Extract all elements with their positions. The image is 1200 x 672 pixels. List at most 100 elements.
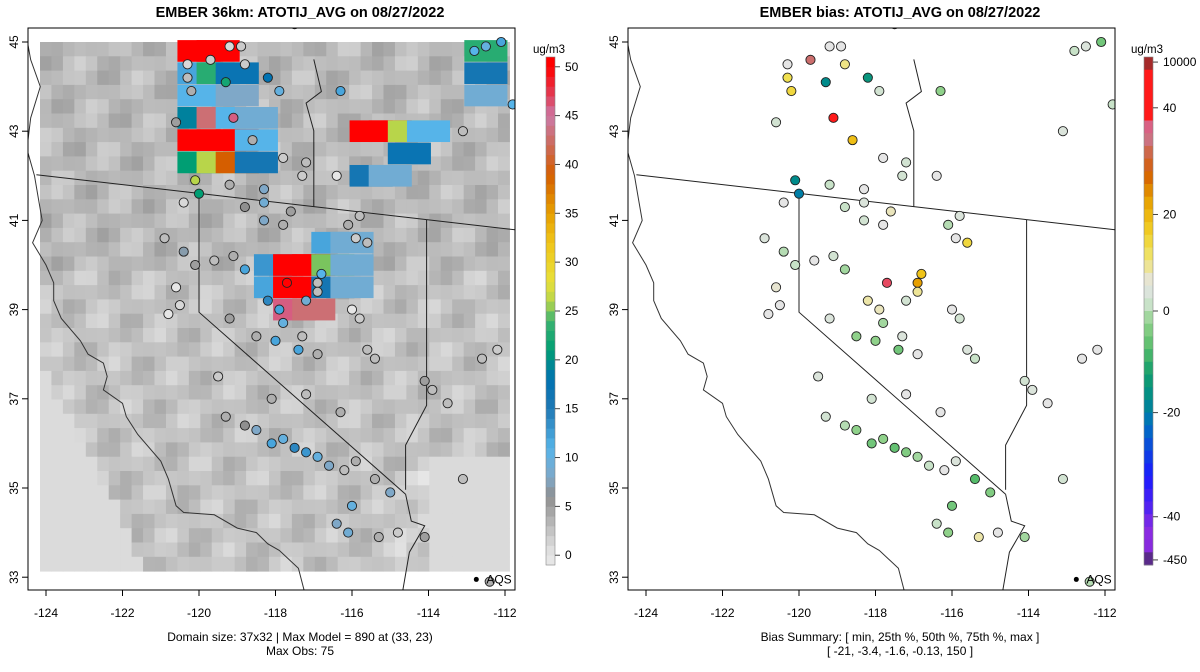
station-dot — [170, 282, 182, 293]
grid-cell — [303, 528, 316, 543]
x-tick-label: -114 — [1017, 606, 1040, 620]
station-dot — [935, 86, 946, 97]
grid-cell — [429, 156, 442, 172]
colorbar-swatch — [546, 525, 555, 537]
grid-cell — [303, 556, 316, 572]
grid-cell — [314, 99, 327, 114]
grid-cell — [62, 370, 75, 386]
colorbar-swatch — [546, 281, 555, 292]
grid-cell — [188, 428, 201, 443]
grid-cell — [406, 428, 419, 443]
grid-cell — [486, 213, 499, 229]
grid-cell — [246, 213, 259, 229]
grid-cell — [40, 399, 52, 415]
grid-cell — [85, 385, 98, 400]
grid-cell — [326, 156, 339, 172]
grid-cell — [143, 328, 155, 343]
grid-cell — [40, 499, 52, 515]
grid-cell — [165, 99, 178, 114]
grid-cell — [303, 127, 316, 143]
grid-cell — [349, 385, 362, 400]
grid-cell — [303, 456, 316, 472]
grid-cell — [131, 313, 144, 329]
grid-cell — [200, 170, 213, 186]
grid-cell — [486, 242, 499, 257]
grid-cell — [349, 513, 362, 529]
grid-cell — [440, 442, 453, 458]
grid-cell — [337, 313, 350, 329]
grid-cell — [452, 242, 465, 257]
colorbar-swatch — [546, 330, 555, 341]
grid-cell — [314, 142, 327, 157]
grid-cell — [143, 285, 155, 300]
plot-frame — [627, 27, 1116, 591]
grid-cell — [257, 356, 270, 372]
grid-cell — [211, 242, 224, 257]
grid-cell — [223, 356, 236, 372]
grid-cell — [234, 328, 247, 343]
grid-cell — [360, 56, 373, 72]
grid-cell — [120, 299, 133, 315]
grid-cell — [326, 471, 339, 486]
grid-cell — [486, 199, 499, 215]
grid-cell — [452, 42, 465, 57]
grid-cell — [97, 185, 110, 200]
station-dot — [862, 72, 873, 83]
grid-cell — [97, 399, 110, 415]
grid-cell — [143, 499, 155, 515]
colorbar-swatch — [546, 418, 555, 429]
grid-cell — [143, 227, 155, 243]
grid-cell — [349, 485, 362, 501]
grid-cell — [360, 471, 373, 486]
grid-cell — [475, 456, 488, 472]
grid-cell — [177, 399, 190, 415]
station-dot — [278, 152, 289, 164]
grid-cell — [440, 227, 453, 243]
grid-cell — [269, 513, 281, 529]
grid-cell — [154, 499, 167, 515]
station-dot — [839, 420, 850, 431]
grid-cell — [314, 471, 327, 486]
grid-cell — [417, 242, 430, 257]
grid-cell — [383, 313, 396, 329]
grid-cell — [154, 342, 167, 358]
grid-cell — [143, 385, 155, 400]
grid-cell — [452, 127, 465, 143]
model-colorbar-unit: ug/m3 — [533, 44, 565, 56]
x-tick-label: -122 — [110, 606, 134, 620]
grid-cell — [360, 99, 373, 114]
grid-cell — [360, 556, 373, 572]
grid-cell — [452, 399, 465, 415]
grid-cell — [440, 428, 453, 443]
grid-cell-high — [406, 120, 451, 143]
grid-cell — [40, 227, 52, 243]
grid-cell — [498, 413, 510, 429]
grid-cell — [246, 285, 259, 300]
station-dot — [373, 532, 384, 543]
grid-cell — [303, 213, 316, 229]
grid-cell — [62, 99, 75, 114]
grid-cell — [97, 270, 110, 286]
grid-cell — [85, 528, 98, 543]
grid-cell — [234, 456, 247, 472]
grid-cell — [120, 528, 133, 543]
grid-cell — [406, 84, 419, 100]
grid-cell — [108, 213, 121, 229]
grid-cell — [383, 299, 396, 315]
grid-cell — [486, 328, 499, 343]
grid-cell — [85, 299, 98, 315]
grid-cell — [291, 185, 304, 200]
grid-cell — [463, 513, 476, 529]
colorbar-swatch — [1144, 298, 1153, 312]
aqs-marker — [473, 576, 479, 582]
grid-cell — [269, 428, 281, 443]
station-dot — [186, 86, 197, 97]
grid-cell — [280, 385, 293, 400]
colorbar-swatch — [1144, 399, 1153, 413]
grid-cell — [40, 413, 52, 429]
grid-cell — [120, 442, 133, 458]
grid-cell — [120, 42, 133, 57]
grid-cell — [326, 213, 339, 229]
grid-cell — [131, 185, 144, 200]
grid-cell — [97, 142, 110, 157]
